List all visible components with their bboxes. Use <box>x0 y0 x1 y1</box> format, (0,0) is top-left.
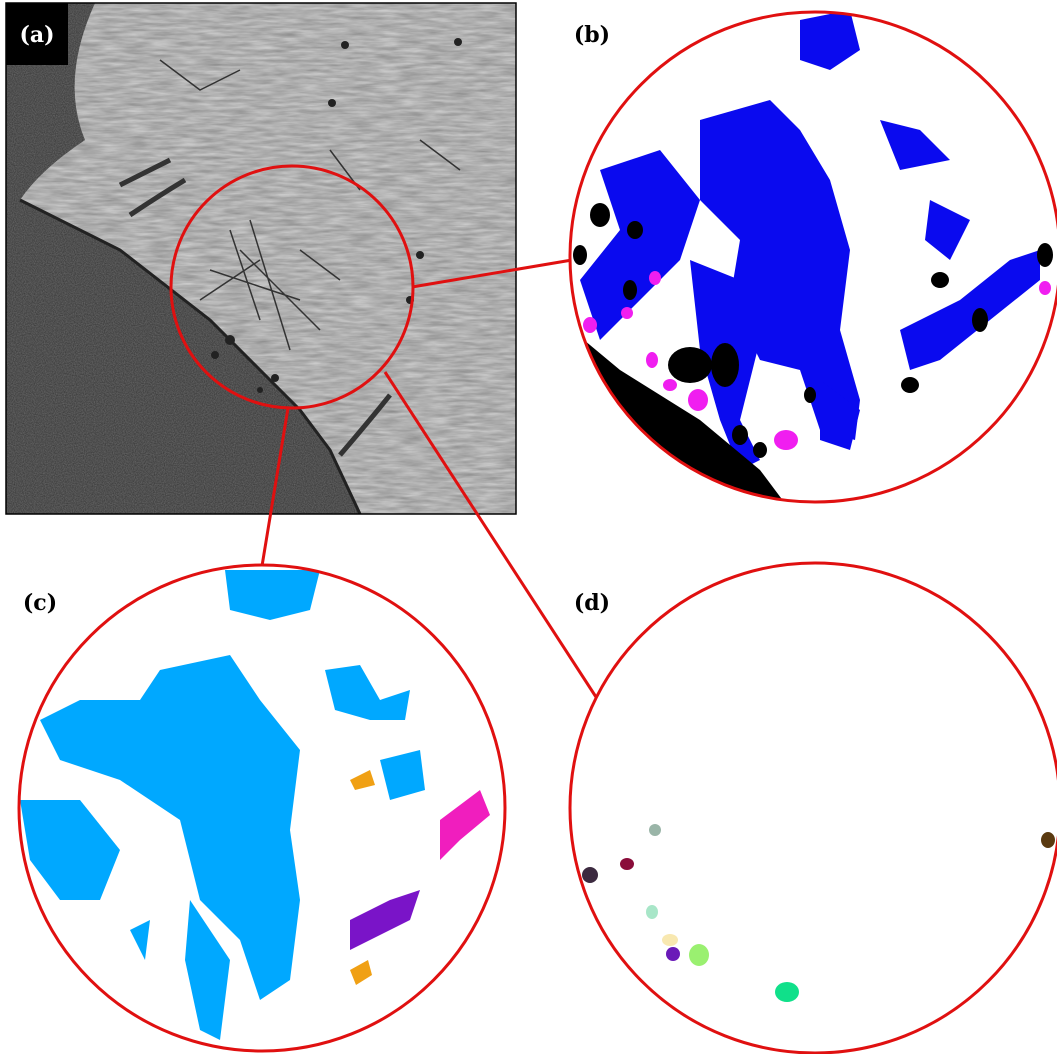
panel-label: (d) <box>574 590 610 616</box>
panel-label: (c) <box>23 590 57 616</box>
panel-label: (b) <box>574 22 610 48</box>
panel-label: (a) <box>19 22 54 48</box>
page: (a) <box>0 0 1057 1054</box>
tomogram-image <box>6 3 516 514</box>
segmentation-c <box>20 570 490 1040</box>
zoom-circle <box>570 563 1057 1053</box>
instances-d <box>582 824 1055 1002</box>
figure: (a) <box>0 0 1057 1054</box>
